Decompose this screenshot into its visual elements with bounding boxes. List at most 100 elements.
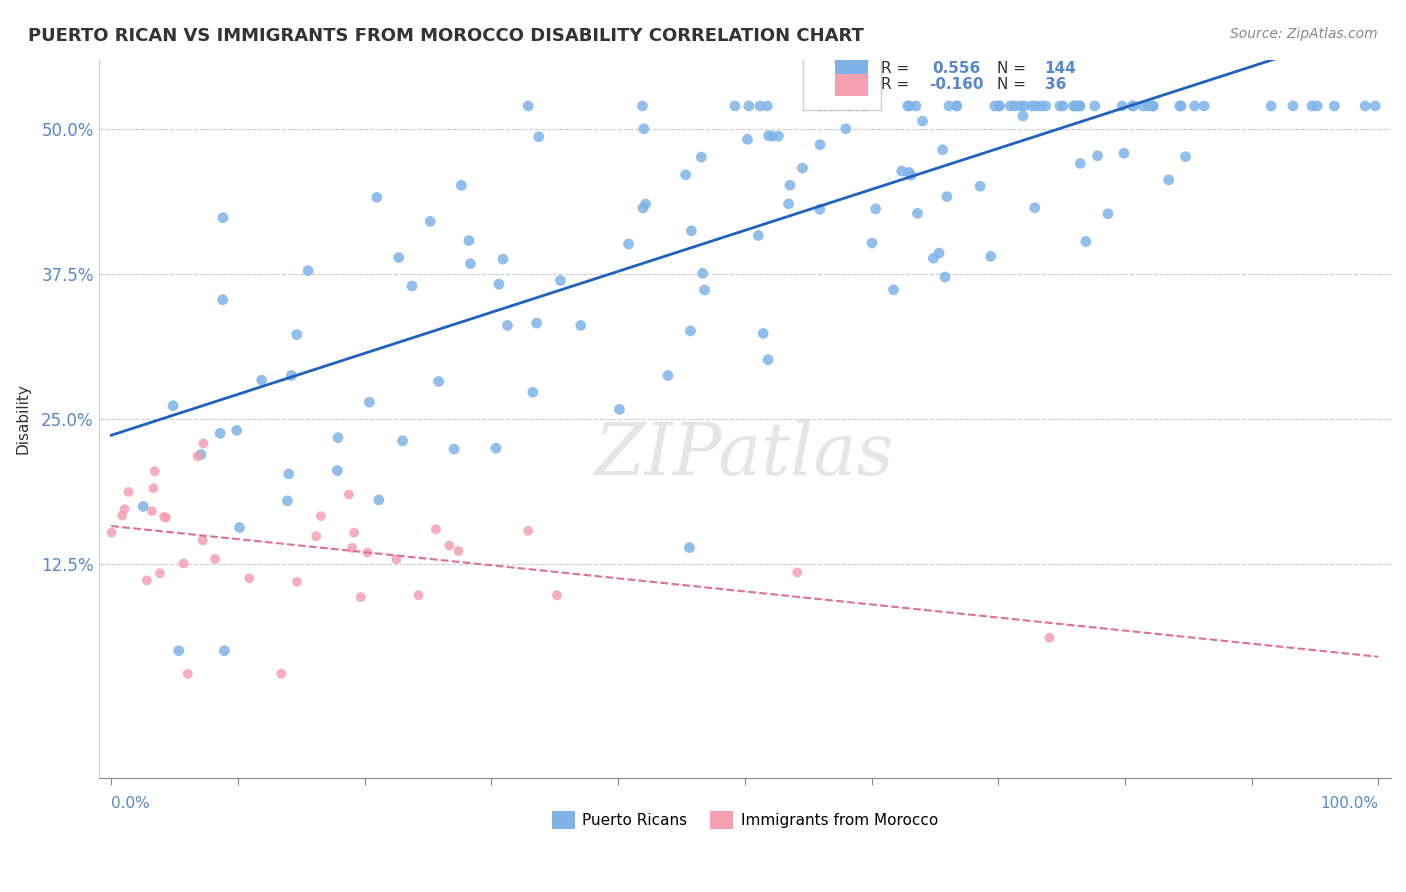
Point	[1140, 99, 1163, 113]
Point	[1323, 99, 1346, 113]
Point	[1087, 149, 1109, 163]
Point	[391, 434, 413, 448]
Point	[155, 510, 177, 524]
Point	[987, 99, 1010, 113]
Point	[204, 552, 226, 566]
Point	[177, 667, 200, 681]
Point	[1069, 156, 1091, 170]
Text: ZIPatlas: ZIPatlas	[595, 419, 894, 490]
Text: R =: R =	[880, 78, 914, 92]
Point	[945, 99, 967, 113]
Point	[1282, 99, 1305, 113]
Point	[865, 202, 887, 216]
Point	[1084, 99, 1107, 113]
Point	[190, 448, 212, 462]
Point	[250, 373, 273, 387]
FancyBboxPatch shape	[835, 60, 868, 81]
Point	[1025, 99, 1047, 113]
Point	[860, 235, 883, 250]
Point	[679, 324, 702, 338]
Point	[143, 464, 166, 478]
Point	[675, 168, 697, 182]
Point	[443, 442, 465, 456]
Point	[988, 99, 1011, 113]
Point	[1004, 99, 1026, 113]
Point	[460, 257, 482, 271]
Point	[779, 178, 801, 193]
Point	[934, 270, 956, 285]
Text: 100.0%: 100.0%	[1320, 796, 1378, 811]
Point	[1008, 99, 1031, 113]
Point	[814, 99, 837, 113]
Point	[297, 263, 319, 277]
Point	[1021, 99, 1043, 113]
Text: 0.0%: 0.0%	[111, 796, 150, 811]
Point	[1306, 99, 1329, 113]
Point	[458, 234, 481, 248]
Point	[617, 237, 640, 252]
Point	[211, 293, 233, 307]
Point	[388, 251, 411, 265]
FancyBboxPatch shape	[835, 74, 868, 95]
Point	[1157, 173, 1180, 187]
Point	[1038, 631, 1060, 645]
Point	[285, 574, 308, 589]
Point	[808, 137, 831, 152]
Point	[270, 666, 292, 681]
Point	[936, 189, 959, 203]
Point	[1029, 99, 1052, 113]
Text: -0.160: -0.160	[929, 78, 984, 92]
Point	[883, 283, 905, 297]
Point	[1121, 99, 1143, 113]
Point	[277, 467, 299, 481]
Point	[768, 129, 790, 144]
Text: 36: 36	[1045, 78, 1066, 92]
Point	[1174, 150, 1197, 164]
Point	[657, 368, 679, 383]
Point	[904, 99, 927, 113]
Point	[526, 316, 548, 330]
FancyBboxPatch shape	[803, 49, 880, 110]
Point	[485, 441, 508, 455]
Point	[162, 399, 184, 413]
Point	[356, 545, 378, 559]
Point	[792, 161, 814, 175]
Point	[897, 165, 920, 179]
Point	[1012, 109, 1035, 123]
Point	[280, 368, 302, 383]
Point	[401, 279, 423, 293]
Point	[191, 533, 214, 548]
Text: N =: N =	[997, 61, 1031, 76]
Point	[492, 252, 515, 267]
Point	[761, 129, 783, 144]
Point	[1112, 146, 1135, 161]
Point	[890, 164, 912, 178]
Point	[340, 541, 363, 555]
Point	[427, 375, 450, 389]
Point	[550, 273, 572, 287]
Point	[609, 402, 631, 417]
Point	[1067, 99, 1090, 113]
Point	[187, 450, 209, 464]
Point	[522, 385, 544, 400]
Point	[631, 201, 654, 215]
Point	[1137, 99, 1160, 113]
Point	[408, 588, 430, 602]
Point	[517, 524, 540, 538]
Point	[747, 228, 769, 243]
Point	[808, 99, 831, 113]
Point	[1170, 99, 1192, 113]
Point	[366, 190, 388, 204]
Point	[450, 178, 472, 193]
Point	[748, 99, 770, 113]
Point	[343, 525, 366, 540]
Point	[167, 644, 190, 658]
Point	[1184, 99, 1206, 113]
Point	[938, 99, 960, 113]
Point	[350, 590, 373, 604]
Point	[837, 99, 859, 113]
Point	[786, 566, 808, 580]
Point	[758, 128, 780, 143]
Point	[980, 249, 1002, 263]
Point	[631, 99, 654, 113]
